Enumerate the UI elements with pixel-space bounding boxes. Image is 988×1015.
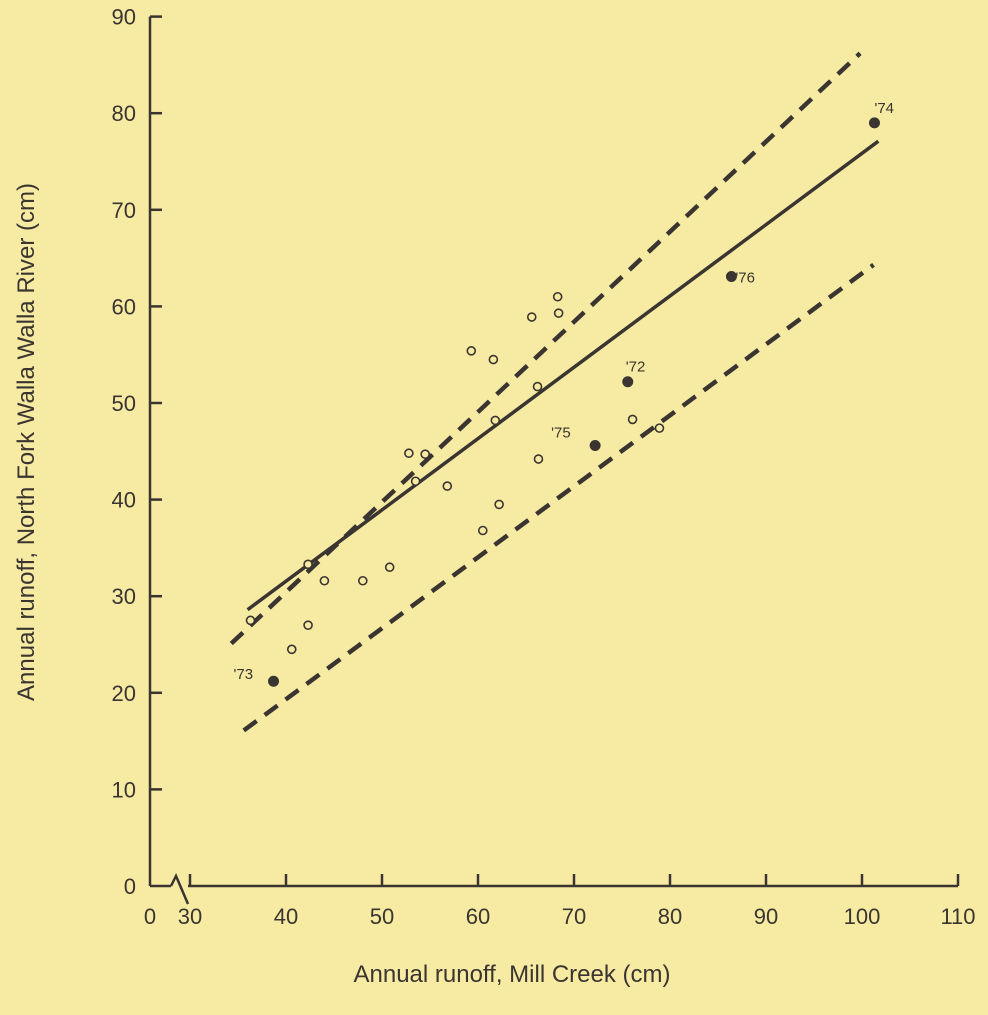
x-tick-label: 50 bbox=[370, 904, 394, 929]
open-data-point bbox=[404, 448, 414, 459]
filled-data-point bbox=[725, 270, 737, 282]
fit-lines bbox=[229, 51, 880, 733]
upper-prediction-band bbox=[229, 51, 862, 646]
open-data-point bbox=[526, 312, 537, 322]
open-data-point bbox=[494, 499, 504, 510]
open-data-point bbox=[442, 481, 453, 491]
x-tick-label: 80 bbox=[658, 904, 682, 929]
text-labels: 0 10 20 30 40 50 60 70 80 90 0 30 40 50 60 70 80 90 100 110… bbox=[13, 5, 976, 988]
regression-line bbox=[246, 139, 880, 612]
x-tick-label: 40 bbox=[274, 904, 298, 929]
open-data-point bbox=[303, 620, 313, 630]
y-tick-label: 60 bbox=[112, 294, 136, 319]
open-data-point bbox=[410, 476, 421, 487]
y-tick-label: 40 bbox=[112, 488, 136, 513]
y-tick-label: 10 bbox=[112, 777, 136, 802]
year-label: '74 bbox=[874, 100, 894, 117]
open-data-point bbox=[384, 562, 395, 573]
open-data-point bbox=[532, 381, 543, 392]
open-data-point bbox=[490, 415, 501, 426]
x-tick-label: 100 bbox=[844, 904, 881, 929]
open-data-point bbox=[488, 354, 499, 365]
x-axis-break bbox=[169, 873, 190, 905]
open-data-point bbox=[319, 575, 330, 586]
filled-data-point bbox=[868, 117, 880, 129]
y-tick-label: 70 bbox=[112, 198, 136, 223]
open-data-point bbox=[654, 423, 665, 433]
open-data-point bbox=[245, 615, 256, 626]
open-data-point bbox=[553, 308, 564, 318]
x-axis-title: Annual runoff, Mill Creek (cm) bbox=[354, 961, 671, 988]
open-data-point bbox=[552, 291, 563, 302]
y-tick-label: 90 bbox=[112, 5, 136, 30]
open-data-point bbox=[357, 575, 368, 586]
y-tick-label: 20 bbox=[112, 681, 136, 706]
filled-data-point bbox=[268, 675, 280, 687]
x-tick-label: 90 bbox=[754, 904, 778, 929]
y-axis-title: Annual runoff, North Fork Walla Walla Ri… bbox=[13, 183, 40, 701]
x-tick-label: 30 bbox=[178, 904, 202, 929]
year-label: '76 bbox=[735, 269, 755, 286]
open-data-point bbox=[477, 525, 488, 536]
x-tick-label: 0 bbox=[144, 904, 156, 929]
axes bbox=[148, 15, 960, 905]
open-data-point bbox=[466, 346, 477, 356]
x-tick-label: 60 bbox=[466, 904, 490, 929]
year-label: '75 bbox=[551, 425, 571, 442]
y-tick-label: 0 bbox=[124, 874, 136, 899]
y-tick-label: 80 bbox=[112, 101, 136, 126]
year-label: '72 bbox=[626, 359, 646, 376]
data-points bbox=[245, 117, 880, 687]
x-tick-label: 110 bbox=[940, 904, 975, 929]
lower-prediction-band bbox=[242, 263, 875, 733]
open-data-point bbox=[533, 454, 544, 464]
filled-data-point bbox=[622, 376, 634, 388]
filled-data-point bbox=[589, 440, 601, 452]
x-tick-label: 70 bbox=[562, 904, 586, 929]
year-label: '73 bbox=[234, 666, 254, 683]
open-data-point bbox=[627, 414, 638, 425]
open-data-point bbox=[286, 644, 297, 655]
open-data-point bbox=[420, 449, 431, 459]
y-tick-label: 30 bbox=[112, 584, 136, 609]
y-tick-label: 50 bbox=[112, 391, 136, 416]
open-data-point bbox=[303, 559, 313, 570]
